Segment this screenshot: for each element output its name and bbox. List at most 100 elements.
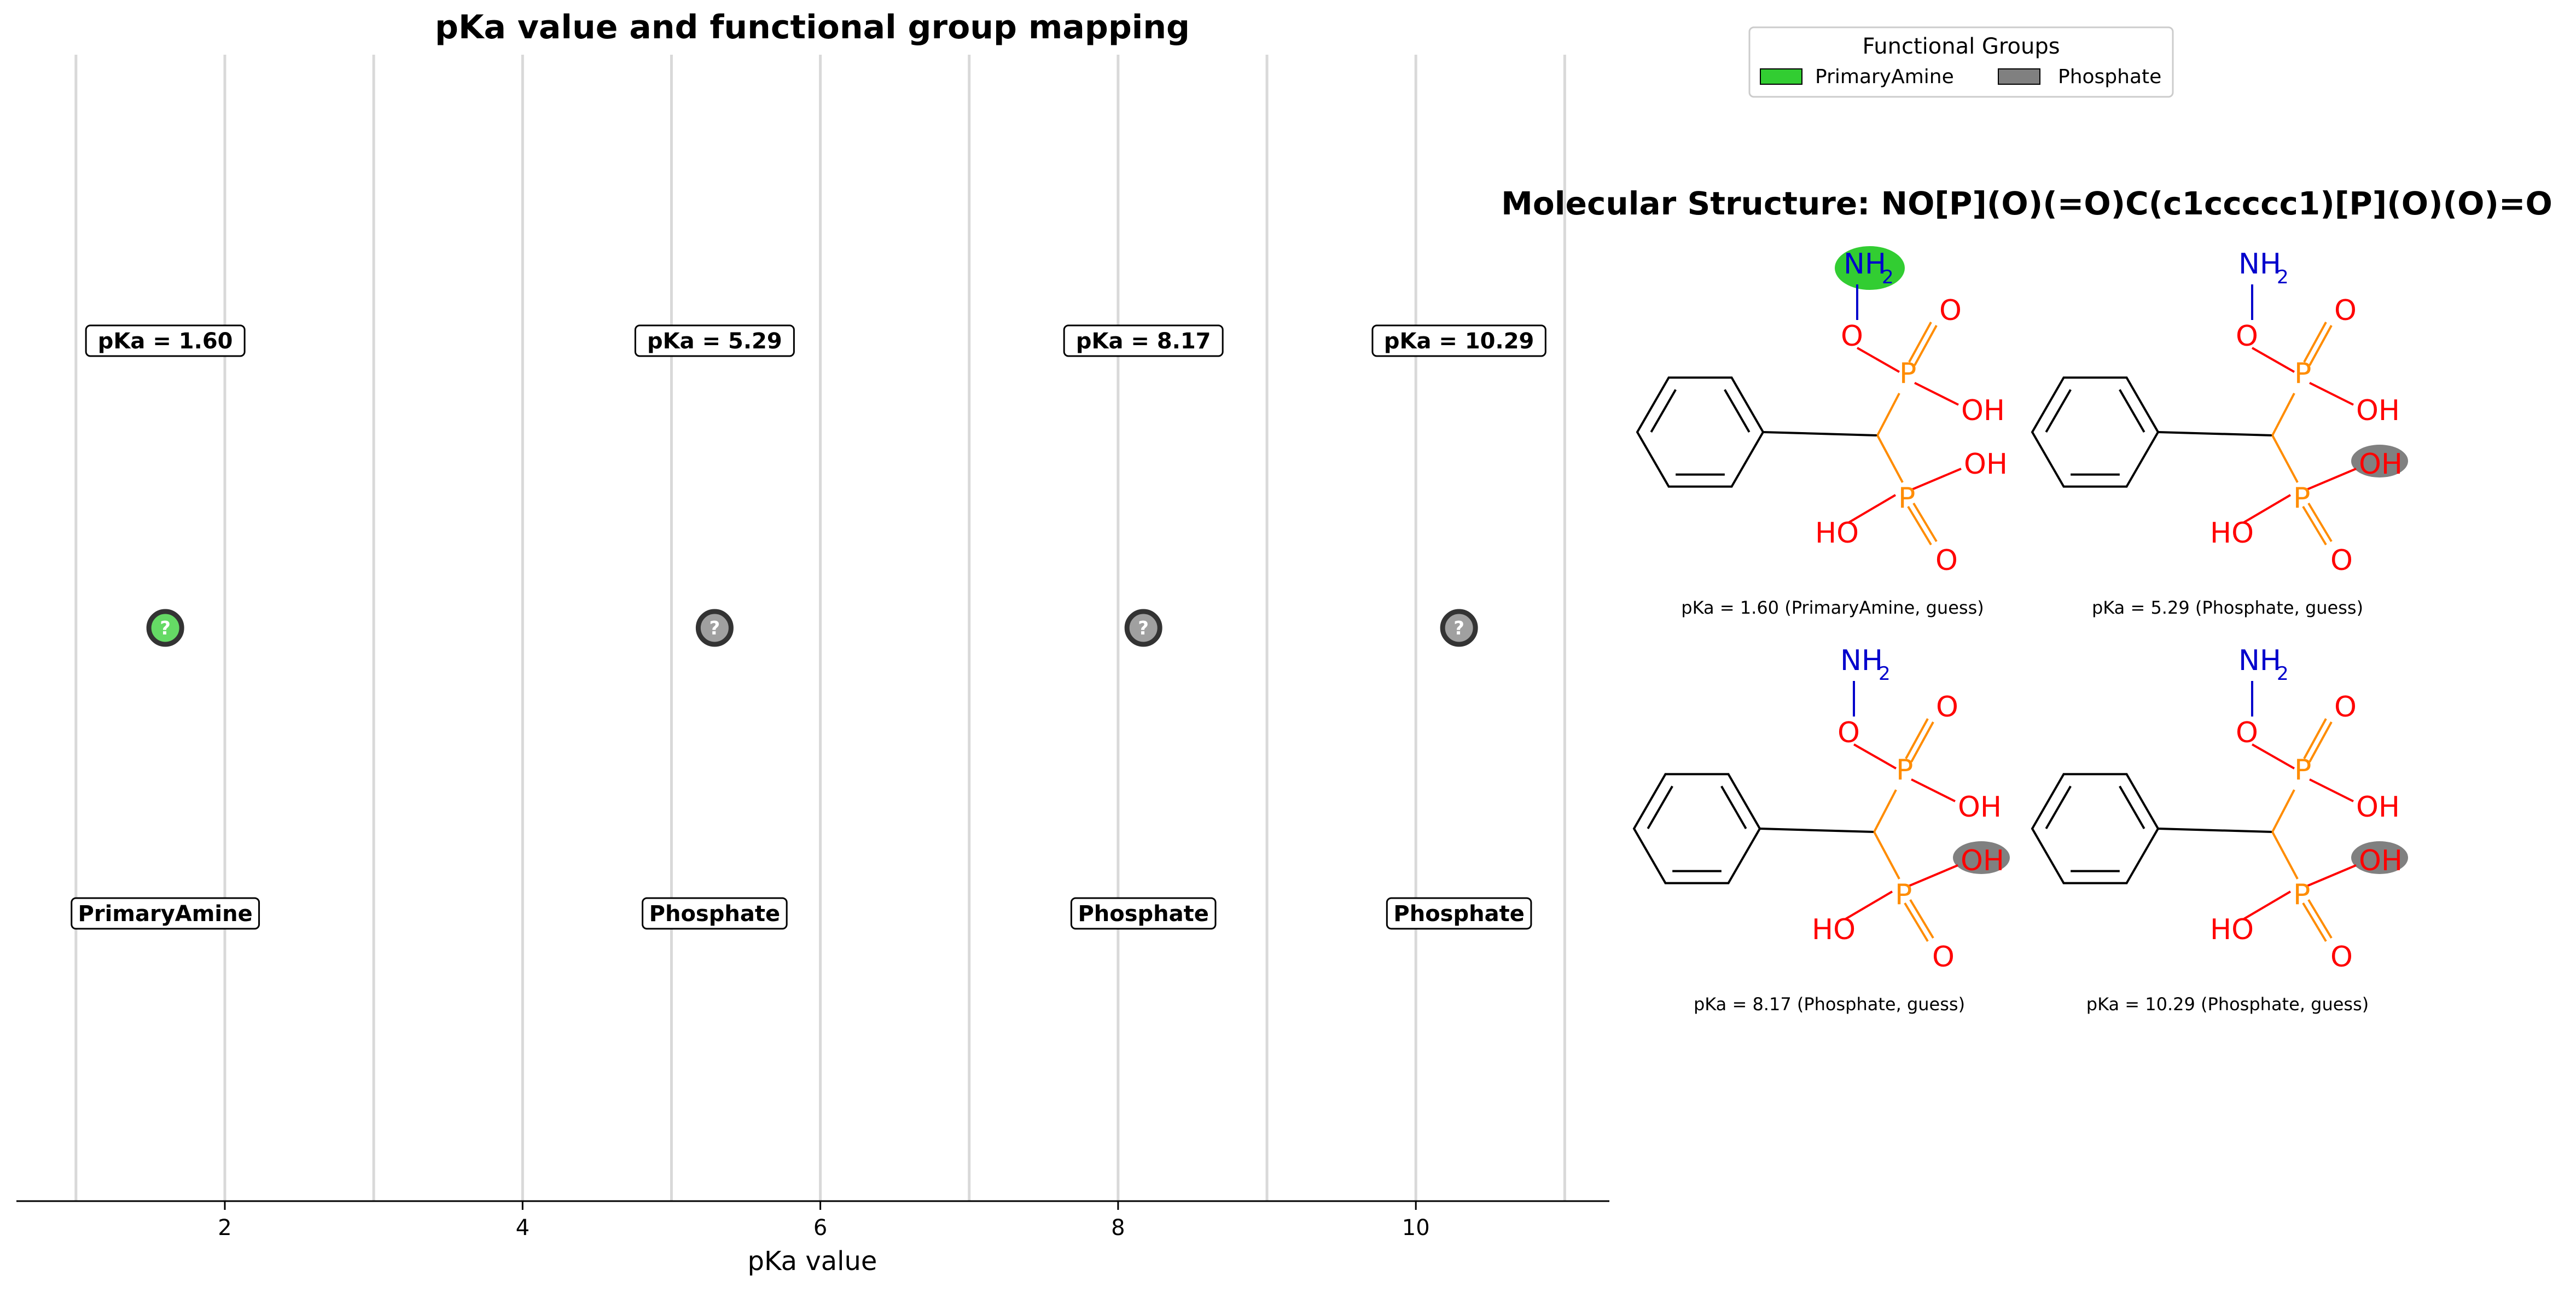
atom-label-subscript: 2 <box>1882 266 1894 288</box>
point-marker <box>146 609 184 647</box>
atom-label-oh: OH <box>1961 844 2004 877</box>
bond <box>2307 899 2333 939</box>
benzene-ring <box>1632 773 1761 884</box>
bond <box>2302 902 2327 942</box>
point-marker-text: ? <box>1138 618 1149 639</box>
group-label-box <box>642 897 788 930</box>
atom-label-oh: OH <box>1961 394 2005 427</box>
x-tick-label: 10 <box>1402 1215 1430 1240</box>
group-label: Phosphate <box>1386 897 1532 930</box>
atom-label-nh: NH <box>2238 248 2281 281</box>
x-tick-label: 6 <box>813 1215 827 1240</box>
atom-label-ho: HO <box>1815 517 1859 550</box>
atom-label-ho: HO <box>2210 913 2254 946</box>
chart-title: pKa value and functional group mapping <box>435 8 1190 46</box>
atom-label-o: O <box>2236 717 2258 749</box>
bond <box>2309 778 2354 802</box>
atom-label-subscript: 2 <box>1879 663 1891 685</box>
group-label-box <box>71 897 260 930</box>
bond <box>2308 325 2333 366</box>
bond <box>1911 468 1962 491</box>
ring-double-bond <box>1647 785 1673 829</box>
atom-label-p: P <box>1898 482 1915 515</box>
chart-marks: pKa = 1.60 PrimaryAmine? pKa = 5.29 Phospha… <box>71 324 1546 930</box>
pka-value-label: pKa = 10.29 <box>1371 324 1546 357</box>
point-marker <box>695 609 734 647</box>
ring-double-bond <box>1720 785 1747 829</box>
atom-label-o: O <box>2236 320 2258 353</box>
panel-caption: pKa = 8.17 (Phosphate, guess) <box>1694 994 1965 1015</box>
legend-title: Functional Groups <box>1862 34 2060 59</box>
bond <box>1911 778 1956 802</box>
point-marker <box>1124 609 1162 647</box>
bond <box>1914 325 1938 366</box>
atom-label-subscript: 2 <box>2277 266 2289 288</box>
atom-label-o: O <box>2330 544 2353 577</box>
pka-value-label-box <box>634 324 795 357</box>
x-tick-label: 4 <box>516 1215 530 1240</box>
bond <box>2303 322 2327 363</box>
atom-label-p: P <box>2293 482 2310 515</box>
legend-swatch-phosphate <box>1998 68 2040 85</box>
ring-double-bond <box>1650 389 1677 433</box>
bond <box>1909 899 1934 939</box>
pka-value-label-text: pKa = 8.17 <box>1076 329 1211 354</box>
panel-caption: pKa = 5.29 (Phosphate, guess) <box>2092 597 2363 618</box>
pka-value-label: pKa = 8.17 <box>1063 324 1224 357</box>
panel-caption: pKa = 1.60 (PrimaryAmine, guess) <box>1681 597 1984 618</box>
point-marker-text: ? <box>710 618 720 639</box>
x-tick-label: 8 <box>1111 1215 1125 1240</box>
bond <box>1907 505 1932 546</box>
atom-label-o: O <box>1939 294 1962 327</box>
atom-label-p: P <box>1896 754 1913 787</box>
benzene-ring <box>1636 376 1765 488</box>
atom-label-o: O <box>2334 294 2357 327</box>
pka-value-label-text: pKa = 10.29 <box>1384 329 1534 354</box>
data-point: ? <box>146 609 184 647</box>
group-label: PrimaryAmine <box>71 897 260 930</box>
atom-label-nh: NH <box>2238 644 2281 677</box>
legend-label-primaryamine: PrimaryAmine <box>1815 66 1954 88</box>
group-label-text: Phosphate <box>1078 901 1208 927</box>
pka-value-label-text: pKa = 1.60 <box>98 329 233 354</box>
atom-label-ho: HO <box>2210 517 2254 550</box>
bond <box>1908 864 1958 887</box>
atom-label-oh: OH <box>2356 791 2400 824</box>
pka-value-label-box <box>1371 324 1546 357</box>
bond <box>1759 828 1875 833</box>
atom-label-oh: OH <box>2359 448 2403 481</box>
bond <box>2306 468 2357 491</box>
bond <box>2309 382 2354 406</box>
bond <box>1845 890 1893 920</box>
bond <box>2271 435 2299 483</box>
group-label-box <box>1070 897 1217 930</box>
atom-label-p: P <box>2294 357 2311 390</box>
atom-label-subscript: 2 <box>2277 663 2289 685</box>
bond <box>2158 828 2273 833</box>
point-marker-text: ? <box>160 618 171 639</box>
ring-double-bond <box>2045 389 2072 433</box>
bond <box>2302 505 2327 546</box>
atom-label-o: O <box>1936 691 1958 724</box>
pka-value-label-box <box>85 324 246 357</box>
ring-double-bond <box>2045 785 2072 829</box>
bond <box>1908 322 1932 363</box>
pka-value-label-text: pKa = 5.29 <box>647 329 782 354</box>
ring-double-bond <box>1724 389 1751 433</box>
bond <box>1853 743 1897 770</box>
x-tick-label: 2 <box>218 1215 231 1240</box>
group-label-text: PrimaryAmine <box>78 901 253 927</box>
bond <box>2271 831 2299 880</box>
group-label-box <box>1386 897 1532 930</box>
bond <box>1873 831 1900 880</box>
benzene-ring <box>2031 773 2160 884</box>
atom-label-p: P <box>1899 357 1916 390</box>
bond <box>2306 864 2357 887</box>
bond <box>2252 347 2295 373</box>
bond <box>2158 431 2273 436</box>
atom-label-p: P <box>2293 878 2310 911</box>
